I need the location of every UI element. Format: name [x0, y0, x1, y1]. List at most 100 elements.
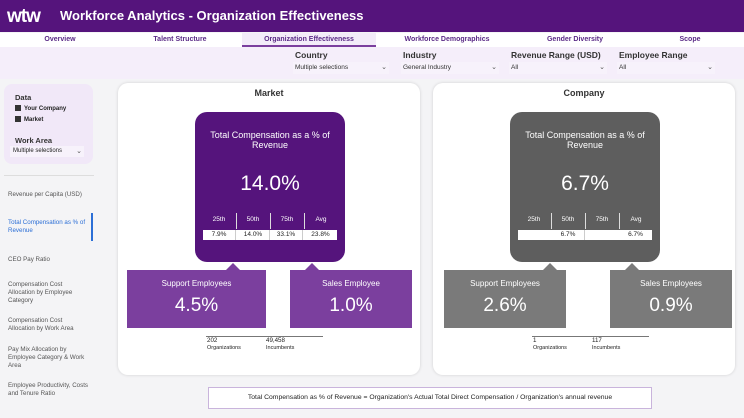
- data-label: Data: [15, 93, 32, 102]
- tab-talent-structure[interactable]: Talent Structure: [153, 36, 207, 43]
- market-total-comp-box: Total Compensation as a % of Revenue 14.…: [195, 112, 345, 262]
- p75-value: 33.1%: [270, 230, 303, 240]
- divider: [619, 213, 620, 229]
- tab-overview[interactable]: Overview: [44, 36, 76, 43]
- avg-value: 6.7%: [628, 231, 643, 238]
- p50-value: 14.0%: [237, 230, 270, 240]
- filter-bar: Country Multiple selections ⌄ Industry Ge…: [0, 47, 744, 79]
- company-sales-box: Sales Employees 0.9%: [610, 263, 732, 328]
- metric-title: Total Compensation as a % of Revenue: [210, 130, 330, 151]
- sidebar-item-cost-by-work-area[interactable]: Compensation Cost Allocation by Work Are…: [8, 317, 74, 332]
- sales-label: Sales Employees: [640, 279, 702, 288]
- callout-pointer: [542, 263, 558, 271]
- p75-header: 75th: [280, 216, 294, 223]
- p50-header: 50th: [246, 216, 260, 223]
- market-support-box: Support Employees 4.5%: [127, 263, 266, 328]
- support-value: 4.5%: [174, 295, 219, 316]
- wtw-logo: wtw: [7, 6, 41, 27]
- organizations-label: Organizations: [533, 344, 567, 351]
- avg-value: 23.8%: [311, 231, 330, 238]
- checkbox-checked-icon: [15, 116, 21, 122]
- country-value: Multiple selections: [295, 64, 349, 71]
- divider: [585, 213, 586, 229]
- incumbents-count: 49,458 Incumbents: [266, 337, 295, 352]
- support-label: Support Employees: [470, 279, 540, 288]
- chevron-down-icon: ⌄: [381, 64, 387, 71]
- country-select[interactable]: Multiple selections ⌄: [293, 62, 389, 74]
- incumbents-count: 117 Incumbents: [592, 337, 621, 352]
- page-title: Workforce Analytics - Organization Effec…: [60, 8, 364, 23]
- sidebar-item-revenue-per-capita[interactable]: Revenue per Capita (USD): [8, 191, 82, 198]
- p25-value: 7.9%: [203, 230, 236, 240]
- tab-gender-diversity[interactable]: Gender Diversity: [546, 36, 604, 43]
- chevron-down-icon: ⌄: [491, 64, 497, 71]
- organizations-value: 1: [533, 337, 537, 344]
- divider: [551, 213, 552, 229]
- incumbents-label: Incumbents: [266, 344, 295, 351]
- company-support-box: Support Employees 2.6%: [444, 263, 566, 328]
- organizations-count: 202 Organizations: [207, 337, 241, 352]
- company-title: Company: [563, 88, 605, 98]
- sidebar-item-total-compensation[interactable]: Total Compensation as % of Revenue: [8, 219, 86, 234]
- sidebar-item-productivity[interactable]: Employee Productivity, Costs and Tenure …: [8, 382, 89, 397]
- avg-header: Avg: [315, 216, 327, 223]
- chevron-down-icon: ⌄: [599, 64, 605, 71]
- divider: [304, 213, 305, 229]
- sidebar-divider: [4, 175, 94, 176]
- tab-organization-effectiveness[interactable]: Organization Effectiveness: [242, 33, 376, 47]
- chevron-down-icon: ⌄: [76, 148, 82, 155]
- revenue-range-value: All: [511, 64, 519, 71]
- employee-range-select[interactable]: All ⌄: [617, 62, 715, 74]
- organizations-label: Organizations: [207, 344, 241, 351]
- employee-range-value: All: [619, 64, 627, 71]
- checkbox-checked-icon: [15, 105, 21, 111]
- divider: [270, 213, 271, 229]
- sidebar-item-pay-mix[interactable]: Pay Mix Allocation by Employee Category …: [8, 346, 85, 369]
- callout-pointer: [225, 263, 241, 271]
- chevron-down-icon: ⌄: [707, 64, 713, 71]
- market-sales-box: Sales Employee 1.0%: [290, 263, 412, 328]
- sidebar-item-cost-by-employee-category[interactable]: Compensation Cost Allocation by Employee…: [8, 281, 73, 304]
- market-checkbox[interactable]: Market: [15, 116, 43, 123]
- divider: [532, 336, 649, 337]
- incumbents-value: 49,458: [266, 337, 285, 344]
- industry-select[interactable]: General Industry ⌄: [401, 62, 499, 74]
- country-label: Country: [295, 50, 328, 60]
- app-header: wtw Workforce Analytics - Organization E…: [0, 0, 744, 32]
- percentile-values-row: 7.9% 14.0% 33.1% 23.8%: [203, 230, 337, 240]
- metric-value: 14.0%: [240, 172, 300, 195]
- metric-title: Total Compensation as a % of Revenue: [525, 130, 645, 151]
- percentile-values-row: 6.7% 6.7%: [518, 230, 652, 240]
- organizations-value: 202: [207, 337, 218, 344]
- tab-scope[interactable]: Scope: [679, 36, 701, 43]
- support-label: Support Employees: [161, 279, 232, 288]
- avg-header: Avg: [630, 216, 642, 223]
- divider: [236, 213, 237, 229]
- incumbents-label: Incumbents: [592, 344, 621, 351]
- industry-value: General Industry: [403, 64, 452, 71]
- checkbox-label: Your Company: [24, 106, 67, 112]
- support-value: 2.6%: [483, 295, 527, 316]
- company-total-comp-box: Total Compensation as a % of Revenue 6.7…: [510, 112, 660, 262]
- sales-label: Sales Employee: [322, 279, 380, 288]
- divider: [206, 336, 323, 337]
- company-card: Company Total Compensation as a % of Rev…: [433, 83, 735, 375]
- incumbents-value: 117: [592, 337, 602, 344]
- work-area-select[interactable]: Multiple selections ⌄: [10, 146, 84, 157]
- active-indicator: [91, 213, 93, 241]
- tab-bar: Overview Talent Structure Organization E…: [0, 33, 744, 47]
- callout-pointer: [304, 263, 320, 271]
- metric-value: 6.7%: [561, 172, 609, 195]
- sales-value: 0.9%: [649, 295, 693, 316]
- work-area-label: Work Area: [15, 136, 53, 145]
- tab-workforce-demographics[interactable]: Workforce Demographics: [404, 36, 490, 43]
- your-company-checkbox[interactable]: Your Company: [15, 105, 66, 112]
- sidebar-item-ceo-pay-ratio[interactable]: CEO Pay Ratio: [8, 256, 50, 263]
- employee-range-label: Employee Range: [619, 50, 688, 60]
- market-title: Market: [254, 88, 284, 98]
- market-card: Market Total Compensation as a % of Reve…: [118, 83, 420, 375]
- revenue-range-select[interactable]: All ⌄: [509, 62, 607, 74]
- industry-label: Industry: [403, 50, 437, 60]
- p25-header: 25th: [527, 216, 541, 223]
- work-area-value: Multiple selections: [13, 148, 63, 154]
